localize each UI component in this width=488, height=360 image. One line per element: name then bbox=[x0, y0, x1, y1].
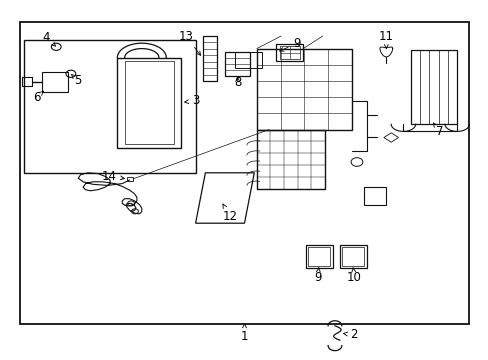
Text: 14: 14 bbox=[101, 170, 124, 183]
Text: 10: 10 bbox=[346, 268, 361, 284]
Text: 13: 13 bbox=[178, 30, 200, 55]
Text: 2: 2 bbox=[343, 328, 356, 341]
Bar bbox=[364, 187, 386, 205]
Bar bbox=[224, 52, 250, 76]
Text: 11: 11 bbox=[378, 30, 393, 49]
Bar bbox=[234, 52, 261, 68]
Text: 9: 9 bbox=[279, 37, 300, 51]
Text: 8: 8 bbox=[233, 76, 241, 89]
Text: 3: 3 bbox=[184, 94, 199, 107]
Bar bbox=[41, 72, 68, 92]
Bar bbox=[256, 49, 351, 130]
Text: 12: 12 bbox=[222, 204, 237, 222]
Bar bbox=[124, 61, 173, 144]
Bar bbox=[342, 247, 364, 266]
Text: 6: 6 bbox=[33, 91, 43, 104]
Text: 7: 7 bbox=[432, 123, 443, 138]
Text: 1: 1 bbox=[240, 324, 248, 343]
Text: 4: 4 bbox=[42, 31, 56, 46]
Bar bbox=[24, 40, 195, 173]
Bar bbox=[305, 245, 332, 268]
Bar bbox=[127, 177, 133, 181]
Text: 5: 5 bbox=[71, 75, 82, 87]
Bar bbox=[279, 46, 300, 59]
Bar bbox=[256, 130, 325, 189]
Bar bbox=[339, 245, 366, 268]
Bar bbox=[117, 58, 181, 148]
Bar bbox=[276, 44, 303, 61]
Bar bbox=[307, 247, 329, 266]
Bar bbox=[410, 50, 456, 124]
Text: 9: 9 bbox=[313, 268, 321, 284]
Bar bbox=[203, 36, 216, 81]
Bar bbox=[20, 22, 468, 324]
